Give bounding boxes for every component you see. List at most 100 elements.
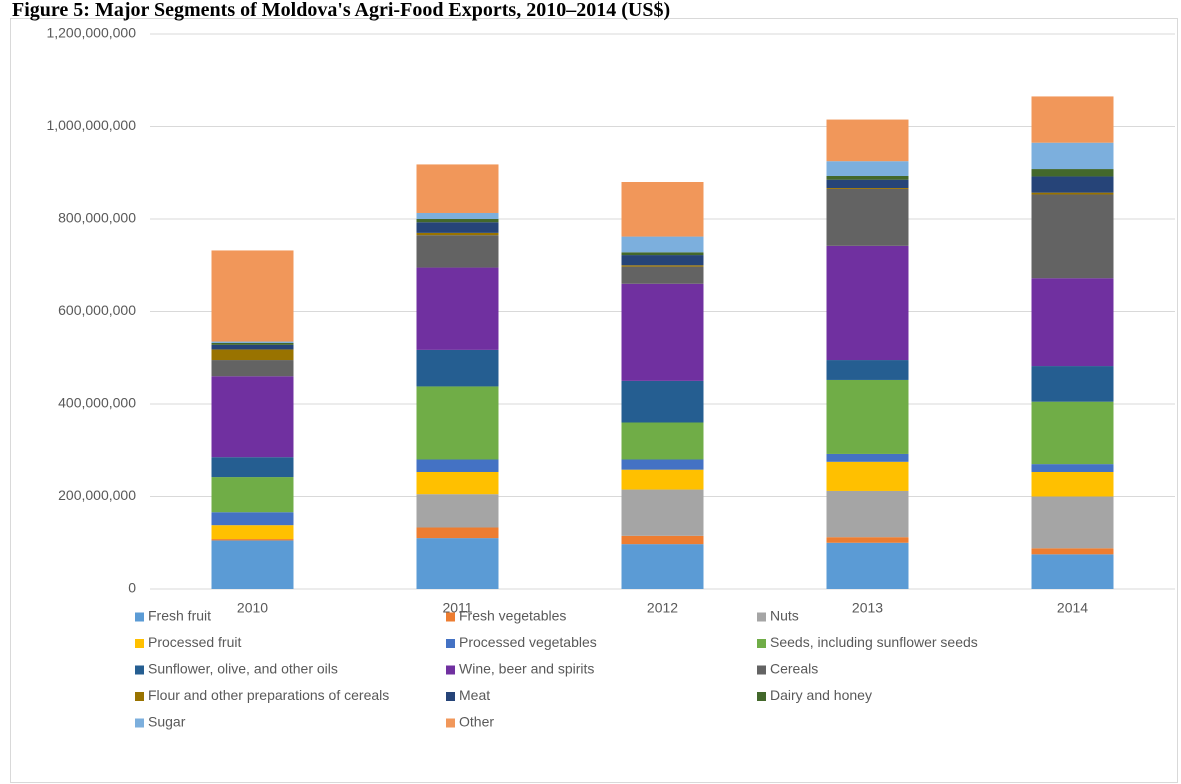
legend-label: Processed fruit [148, 634, 241, 650]
bar-segment [1031, 169, 1114, 177]
bar-segment [826, 461, 909, 491]
bar-segment [826, 175, 909, 180]
legend-swatch [135, 692, 144, 701]
bar-segment [826, 188, 909, 189]
legend-label: Sunflower, olive, and other oils [148, 661, 338, 677]
bar-segment [416, 538, 499, 589]
legend-label: Wine, beer and spirits [459, 661, 594, 677]
legend-swatch [757, 612, 766, 622]
chart-title: Figure 5: Major Segments of Moldova's Ag… [12, 0, 670, 21]
x-tick-label: 2013 [852, 600, 883, 616]
chart-frame [10, 18, 1178, 783]
x-tick-label: 2010 [237, 600, 268, 616]
bar-segment [1031, 471, 1114, 497]
bar-segment [211, 344, 294, 350]
bar-segment [1031, 401, 1114, 465]
y-tick-label: 600,000,000 [58, 302, 136, 318]
bar-segment [211, 349, 294, 361]
y-tick-label: 400,000,000 [58, 395, 136, 411]
bar-segment [621, 459, 704, 470]
bar-segment [826, 161, 909, 176]
bar-segment [621, 252, 704, 256]
legend-label: Fresh fruit [148, 608, 211, 624]
bar-segment [826, 188, 909, 246]
bar-segment [416, 235, 499, 268]
bar-segment [621, 380, 704, 423]
legend-swatch [135, 665, 144, 675]
bar-segment [621, 535, 704, 545]
legend-label: Sugar [148, 714, 186, 730]
legend-swatch [446, 639, 455, 648]
bar-segment [826, 490, 909, 538]
bar-segment [211, 360, 294, 377]
bar-segment [416, 219, 499, 223]
legend-swatch [446, 612, 455, 622]
bar-segment [621, 182, 704, 237]
legend-swatch [446, 665, 455, 675]
legend-swatch [757, 639, 766, 648]
legend-label: Processed vegetables [459, 634, 597, 650]
bar-segment [826, 245, 909, 361]
bar-segment [1031, 142, 1114, 170]
bar-segment [416, 267, 499, 350]
bar-segment [621, 489, 704, 536]
bar-segment [211, 342, 294, 345]
y-tick-label: 200,000,000 [58, 487, 136, 503]
x-tick-label: 2011 [442, 600, 472, 616]
bar-segment [1031, 176, 1114, 193]
bar-segment [416, 164, 499, 213]
bar-segment [1031, 194, 1114, 279]
bar-segment [416, 459, 499, 472]
legend-label: Flour and other preparations of cereals [148, 687, 389, 703]
bar-segment [416, 471, 499, 495]
bar-segment [826, 379, 909, 454]
bar-segment [211, 525, 294, 540]
bar-segment [211, 539, 294, 541]
bar-segment [826, 179, 909, 189]
legend-label: Nuts [770, 608, 799, 624]
bar-segment [621, 236, 704, 253]
bar-segment [416, 527, 499, 539]
bar-segment [416, 212, 499, 219]
bar-segment [1031, 278, 1114, 367]
bar-segment [211, 512, 294, 526]
bar-segment [826, 537, 909, 543]
bar-segment [211, 540, 294, 589]
legend-swatch [135, 639, 144, 648]
bar-segment [621, 544, 704, 589]
legend-label: Seeds, including sunflower seeds [770, 634, 978, 650]
y-tick-label: 0 [128, 580, 136, 596]
bar-segment [211, 477, 294, 513]
bar-segment [211, 250, 294, 342]
y-tick-label: 1,000,000,000 [46, 117, 136, 133]
x-tick-label: 2012 [647, 600, 678, 616]
legend-label: Other [459, 714, 494, 730]
bar-segment [826, 119, 909, 162]
legend-swatch [757, 665, 766, 675]
legend-label: Dairy and honey [770, 687, 872, 703]
legend-swatch [446, 692, 455, 701]
legend-swatch [446, 718, 455, 728]
bar-segment [211, 376, 294, 458]
bar-segment [1031, 548, 1114, 555]
legend-label: Fresh vegetables [459, 608, 566, 624]
bar-segment [1031, 554, 1114, 589]
bar-segment [416, 349, 499, 387]
legend-swatch [135, 612, 144, 622]
bar-segment [621, 283, 704, 381]
bar-segment [1031, 366, 1114, 402]
bar-segment [621, 255, 704, 266]
legend-swatch [757, 692, 766, 701]
legend-swatch [135, 718, 144, 728]
legend-label: Cereals [770, 661, 818, 677]
bar-segment [1031, 464, 1114, 472]
bar-segment [1031, 192, 1114, 195]
bar-segment [211, 341, 294, 343]
x-tick-label: 2014 [1057, 600, 1088, 616]
bar-segment [416, 386, 499, 460]
bar-segment [826, 542, 909, 589]
y-tick-label: 1,200,000,000 [46, 25, 136, 41]
bar-segment [621, 266, 704, 284]
bar-segment [416, 222, 499, 233]
bar-segment [1031, 96, 1114, 143]
